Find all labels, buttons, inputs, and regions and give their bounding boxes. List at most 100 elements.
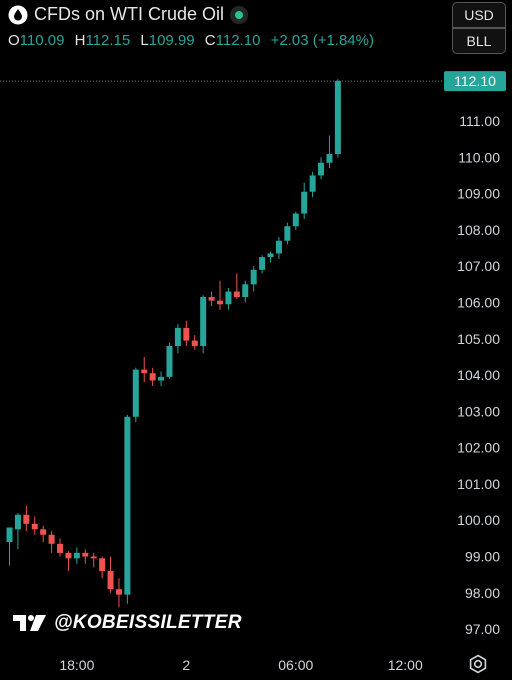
candle-body [6, 527, 13, 543]
x-tick-label: 2 [182, 657, 190, 673]
candle [292, 211, 299, 230]
candle [275, 237, 282, 259]
title-row: CFDs on WTI Crude Oil [8, 4, 249, 25]
y-tick-label: 102.00 [457, 440, 500, 456]
candle-body [115, 589, 122, 595]
candle-body [57, 543, 64, 553]
candle-body [141, 369, 148, 374]
candle-body [31, 523, 38, 530]
candle [99, 556, 106, 579]
candle [225, 287, 232, 310]
candle [23, 505, 30, 532]
candle-body [318, 162, 325, 176]
watermark: @KOBEISSILETTER [12, 612, 242, 634]
candle [115, 578, 122, 608]
candle [326, 135, 333, 169]
price-tag-box [444, 71, 506, 92]
candle-body [132, 369, 139, 417]
candle [90, 552, 97, 568]
open-value: 110.09 [19, 32, 65, 49]
candle-body [191, 340, 198, 347]
open-label: O [8, 32, 20, 49]
candle-body [14, 514, 21, 530]
watermark-text: @KOBEISSILETTER [54, 612, 242, 633]
candle-body [73, 552, 80, 559]
candle [57, 538, 64, 557]
candle-body [200, 297, 207, 347]
y-tick-label: 104.00 [457, 367, 500, 383]
candle-body [292, 213, 299, 227]
candle [191, 335, 198, 350]
unit-selector[interactable]: BLL [452, 28, 506, 54]
candle [158, 371, 165, 386]
candle-body [301, 191, 308, 214]
candle-body [124, 416, 131, 595]
close-value: 112.10 [215, 32, 261, 49]
y-tick-label: 109.00 [457, 186, 500, 202]
drop-icon [8, 5, 28, 24]
candle-body [334, 81, 341, 155]
candle [132, 367, 139, 423]
candle [309, 171, 316, 198]
candles-layer [6, 79, 341, 608]
candle-body [208, 297, 215, 301]
candle-body [107, 571, 114, 590]
candle [141, 356, 148, 383]
x-tick-label: 12:00 [388, 657, 423, 673]
candle [48, 531, 55, 553]
high-label: H [74, 32, 86, 49]
candle [183, 320, 190, 347]
candle-body [82, 552, 89, 557]
price-tag-text: 112.10 [454, 73, 496, 89]
tradingview-logo-icon [13, 615, 46, 631]
candle-body [48, 534, 55, 544]
candle [174, 324, 181, 354]
candle [267, 251, 274, 263]
candle [208, 291, 215, 307]
y-tick-label: 111.00 [459, 113, 500, 129]
candle [301, 182, 308, 219]
candle [124, 414, 131, 604]
candle-body [225, 291, 232, 305]
change-value: +2.03 (+1.84%) [270, 32, 374, 49]
candle [217, 280, 223, 310]
y-tick-label: 97.00 [465, 621, 500, 637]
candle [73, 547, 80, 564]
gear-icon[interactable] [468, 654, 488, 674]
y-axis: 97.00 98.00 99.00 100.00 101.00 102.00 103.00 1… [457, 113, 500, 637]
chart-header: CFDs on WTI Crude Oil O110.09 H112.15 L1… [0, 0, 440, 60]
candle [334, 79, 341, 158]
candle-body [90, 556, 97, 559]
candle [65, 551, 72, 572]
candle-body [326, 154, 333, 163]
candle-body [23, 514, 30, 524]
candle [318, 157, 325, 180]
candle [149, 367, 156, 386]
candle-body [183, 327, 190, 341]
y-tick-label: 103.00 [457, 403, 500, 419]
candle-body [217, 300, 223, 305]
y-tick-label: 107.00 [457, 258, 500, 274]
symbol-title[interactable]: CFDs on WTI Crude Oil [34, 4, 225, 24]
low-label: L [140, 32, 149, 49]
candle-body [158, 376, 165, 381]
candle-body [40, 529, 47, 535]
x-tick-label: 18:00 [59, 657, 94, 673]
candle-body [149, 373, 156, 381]
ohlc-values: O110.09 H112.15 L109.99 C112.10 +2.03 (+… [8, 32, 380, 49]
close-label: C [204, 32, 216, 49]
currency-selector[interactable]: USD [452, 2, 506, 28]
candle [284, 222, 291, 245]
candle [200, 295, 207, 354]
candle-body [275, 240, 282, 254]
candle [31, 516, 38, 535]
last-price-tag: 112.10 [444, 71, 506, 92]
high-value: 112.15 [85, 32, 131, 49]
candle [107, 556, 114, 593]
y-tick-label: 106.00 [457, 294, 500, 310]
candle [242, 280, 249, 303]
y-tick-label: 99.00 [465, 549, 500, 565]
candle-body [174, 327, 181, 347]
candle-body [233, 291, 240, 298]
